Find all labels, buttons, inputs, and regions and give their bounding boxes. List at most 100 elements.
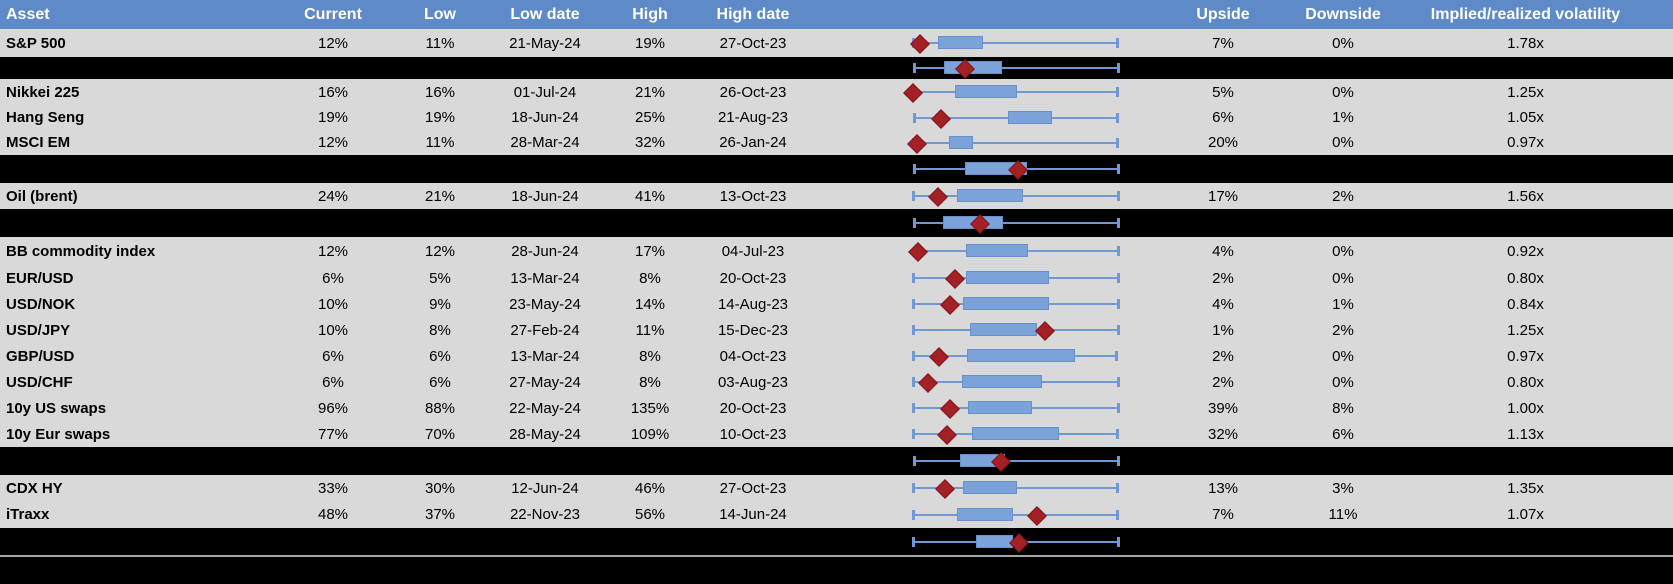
table-row: 10y Eur swaps 77% 70% 28-May-24 109% 10-Oct-2… <box>0 421 1673 447</box>
cell-low-date: 28-Jun-24 <box>511 242 579 260</box>
range-box <box>967 349 1075 362</box>
cell-upside: 17% <box>1207 187 1239 205</box>
range-plot <box>802 447 1168 475</box>
cell-upside: 7% <box>1212 506 1234 523</box>
range-box <box>966 244 1028 257</box>
range-box <box>976 534 1013 548</box>
separator-row <box>0 209 1673 237</box>
cell-downside: 0% <box>1332 34 1354 52</box>
whisker-cap-low <box>913 164 916 174</box>
cell-high: 25% <box>634 109 666 126</box>
whisker-cap-low <box>912 377 915 387</box>
cell-asset: 10y US swaps <box>6 399 107 417</box>
table-row: Nikkei 225 16% 16% 01-Jul-24 21% 26-Oct-23 5% 0… <box>0 79 1673 105</box>
cell-low: 6% <box>429 373 451 391</box>
cell-asset: USD/JPY <box>6 321 71 339</box>
cell-low: 8% <box>429 321 451 339</box>
table-row: CDX HY 33% 30% 12-Jun-24 46% 27-Oct-23 13% 3% 1.… <box>0 475 1673 501</box>
cell-current: 24% <box>317 187 349 205</box>
separator-row <box>0 57 1673 79</box>
cell-high-date: 27-Oct-23 <box>719 34 787 52</box>
cell-asset: Hang Seng <box>6 109 85 126</box>
whisker-cap-high <box>1116 509 1119 520</box>
whisker-cap-high <box>1116 483 1119 493</box>
whisker-cap-high <box>1117 191 1120 201</box>
cell-low: 11% <box>425 34 455 52</box>
cell-high-date: 03-Aug-23 <box>717 373 789 391</box>
cell-current: 6% <box>322 269 344 287</box>
cell-downside: 11% <box>1328 506 1358 523</box>
separator-row <box>0 155 1673 183</box>
cell-low-date: 27-May-24 <box>509 373 581 391</box>
whisker-cap-high <box>1115 351 1118 361</box>
cell-low: 16% <box>424 83 456 101</box>
range-box <box>957 189 1023 202</box>
cell-current: 16% <box>317 83 349 101</box>
range-plot <box>802 57 1168 79</box>
range-plot <box>802 421 1168 447</box>
cell-upside: 4% <box>1212 295 1234 313</box>
header-row: Asset Current Low Low date High High dat… <box>0 0 1673 29</box>
whisker-cap-low <box>913 112 916 123</box>
range-plot <box>802 29 1168 57</box>
whisker-line <box>914 222 1118 224</box>
cell-downside: 6% <box>1332 425 1354 443</box>
whisker-cap-high <box>1117 325 1120 335</box>
whisker-cap-high <box>1117 246 1120 256</box>
cell-low-date: 28-Mar-24 <box>510 134 580 151</box>
whisker-line <box>914 460 1118 462</box>
cell-downside: 3% <box>1332 479 1354 497</box>
cell-current: 12% <box>317 34 349 52</box>
cell-high: 46% <box>634 479 666 497</box>
cell-low-date: 01-Jul-24 <box>513 83 577 101</box>
cell-low-date: 13-Mar-24 <box>510 269 580 287</box>
range-plot <box>802 130 1168 155</box>
whisker-cap-high <box>1116 137 1119 148</box>
cell-low: 12% <box>424 242 456 260</box>
cell-low-date: 18-Jun-24 <box>511 109 579 126</box>
cell-ratio: 0.84x <box>1507 295 1544 313</box>
whisker-cap-low <box>912 191 915 201</box>
current-marker-diamond <box>907 133 927 154</box>
range-plot <box>802 237 1168 265</box>
cell-current: 6% <box>322 347 344 365</box>
range-box <box>938 36 983 49</box>
cell-low: 70% <box>424 425 456 443</box>
cell-ratio: 1.25x <box>1507 83 1544 101</box>
range-plot <box>802 265 1168 291</box>
cell-ratio: 0.97x <box>1507 134 1544 151</box>
whisker-cap-low <box>913 63 916 73</box>
whisker-line <box>913 42 1117 44</box>
cell-upside: 20% <box>1207 134 1239 151</box>
col-header-high: High <box>632 5 668 23</box>
current-marker-diamond <box>935 479 955 499</box>
whisker-cap-high <box>1117 164 1120 174</box>
cell-downside: 0% <box>1332 242 1354 260</box>
cell-current: 10% <box>317 321 349 339</box>
cell-high-date: 21-Aug-23 <box>717 109 789 126</box>
cell-low: 6% <box>429 347 451 365</box>
cell-low: 5% <box>429 269 451 287</box>
cell-current: 6% <box>322 373 344 391</box>
current-marker-diamond <box>918 373 938 393</box>
current-marker-diamond <box>928 187 948 207</box>
cell-high: 17% <box>634 242 666 260</box>
cell-low: 11% <box>425 134 455 151</box>
table-row: iTraxx 48% 37% 22-Nov-23 56% 14-Jun-24 7% 11% 1.… <box>0 501 1673 528</box>
cell-upside: 2% <box>1212 373 1234 391</box>
range-box <box>972 427 1059 440</box>
range-box <box>1008 110 1052 124</box>
cell-downside: 0% <box>1332 373 1354 391</box>
range-plot <box>802 183 1168 209</box>
range-box <box>966 271 1049 284</box>
cell-low-date: 21-May-24 <box>509 34 581 52</box>
range-plot <box>802 369 1168 395</box>
cell-ratio: 0.97x <box>1507 347 1544 365</box>
col-header-implied-realized-volatility: Implied/realized volatility <box>1430 5 1621 23</box>
cell-downside: 0% <box>1332 269 1354 287</box>
whisker-cap-low <box>912 403 915 413</box>
whisker-cap-high <box>1117 63 1120 73</box>
cell-high: 56% <box>634 506 666 523</box>
range-box <box>963 297 1049 310</box>
whisker-line <box>914 67 1118 69</box>
